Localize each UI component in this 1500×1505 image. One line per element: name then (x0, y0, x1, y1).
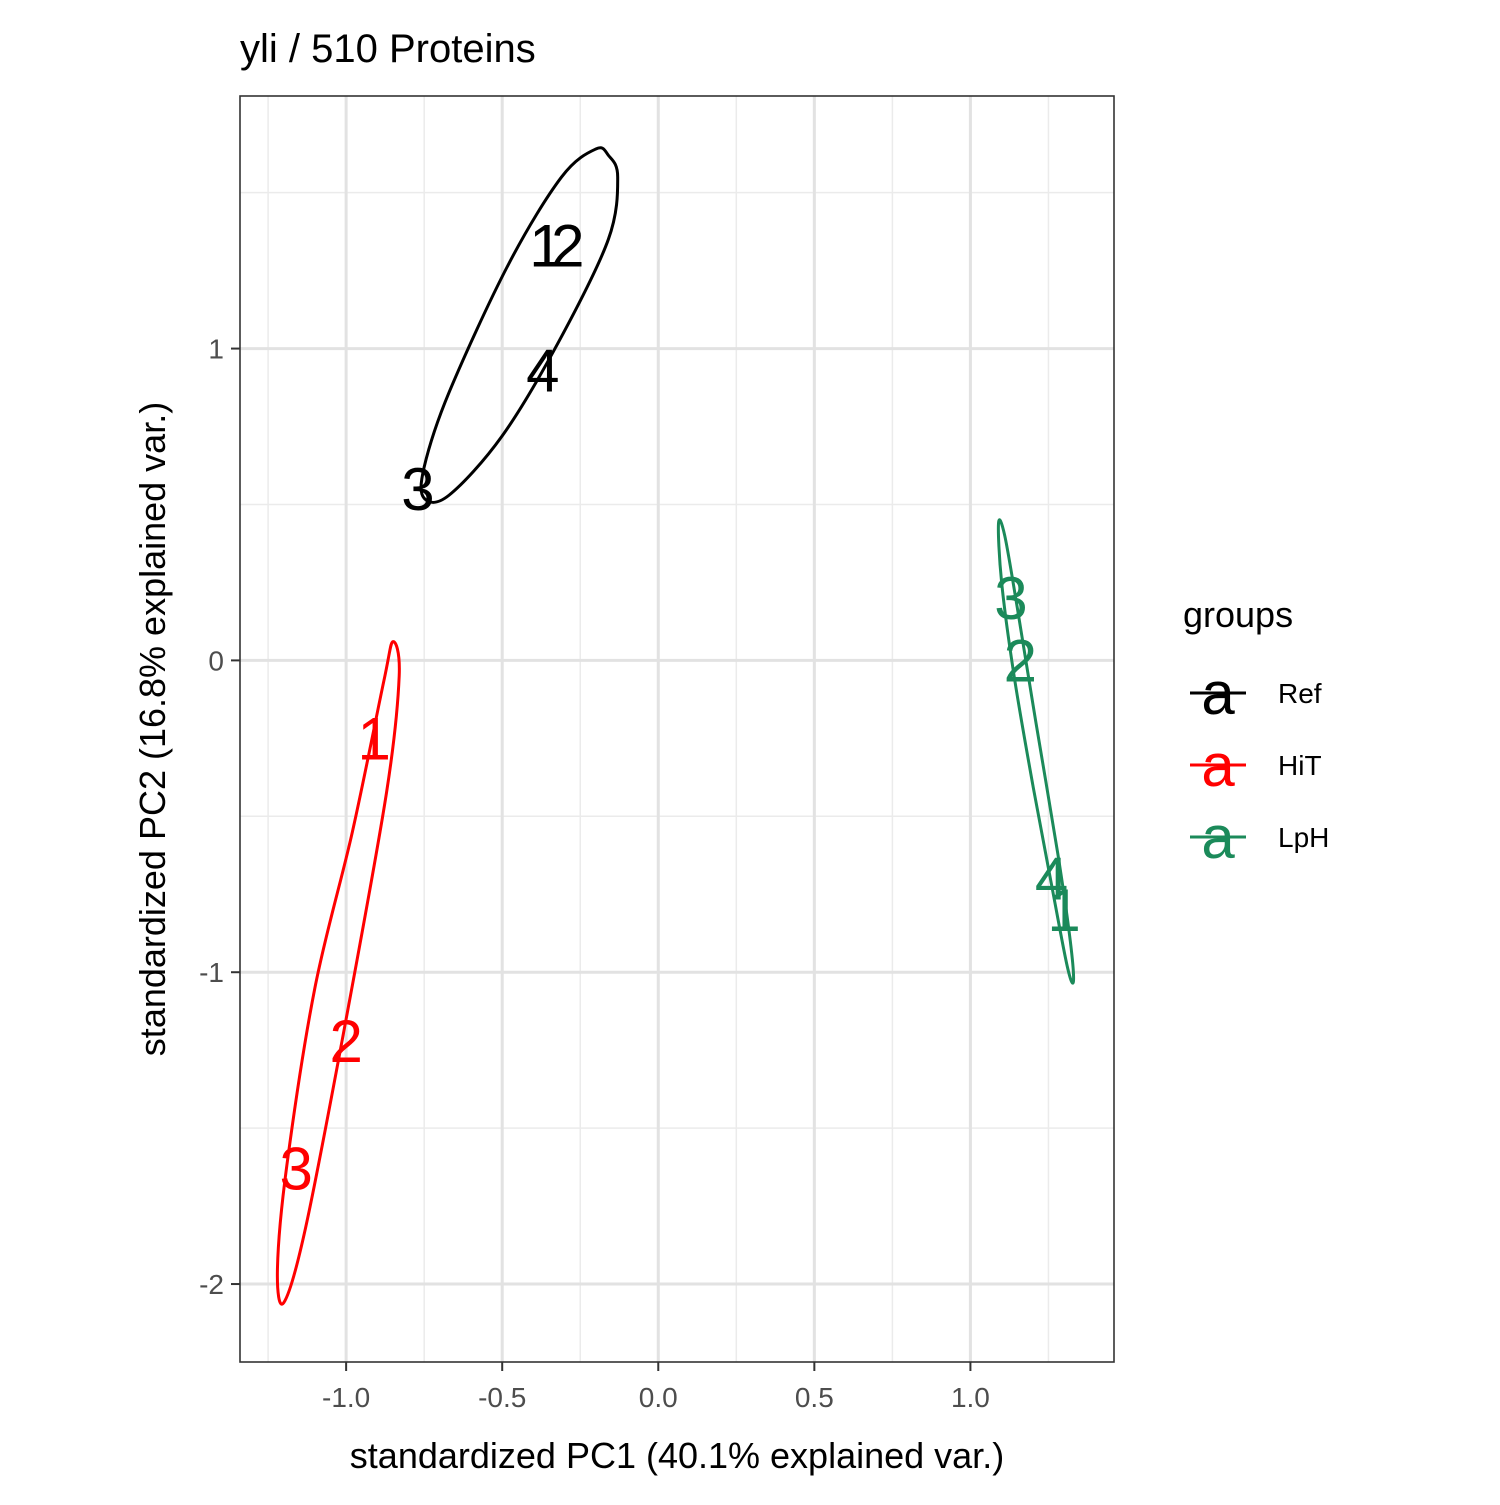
legend-label: HiT (1278, 750, 1322, 781)
x-axis-ticks: -1.0 -0.5 0.0 0.5 1.0 (322, 1362, 990, 1413)
ellipse-hit (275, 640, 401, 1306)
x-tick-label: -0.5 (478, 1382, 526, 1413)
x-axis-title: standardized PC1 (40.1% explained var.) (350, 1435, 1004, 1476)
ellipse-ref (419, 146, 620, 504)
legend-entry-hit: a HiT (1190, 732, 1322, 799)
point-label-ref-2: 2 (551, 213, 584, 280)
point-label-hit-2: 2 (329, 1008, 362, 1075)
legend-key-glyph: a (1201, 732, 1235, 799)
plot-panel-border (239, 95, 1115, 1363)
point-label-ref-1: 1 (529, 213, 562, 280)
legend: groups a Ref a HiT a LpH (1183, 594, 1329, 871)
y-tick-label: 0 (208, 645, 224, 676)
grid-lines (240, 96, 1114, 1362)
x-tick-label: 0.5 (795, 1382, 834, 1413)
point-label-ref-3: 3 (401, 456, 434, 523)
legend-key-glyph: a (1201, 804, 1235, 871)
legend-key-glyph: a (1201, 660, 1235, 727)
legend-label: Ref (1278, 678, 1322, 709)
y-tick-label: 1 (208, 334, 224, 365)
ellipses (275, 146, 1076, 1306)
point-label-lph-1: 1 (1047, 877, 1080, 944)
x-tick-label: -1.0 (322, 1382, 370, 1413)
chart-title: yli / 510 Proteins (240, 27, 536, 71)
legend-entries: a Ref a HiT a LpH (1190, 660, 1329, 871)
point-label-lph-4: 4 (1035, 846, 1068, 913)
legend-entry-lph: a LpH (1190, 804, 1329, 871)
legend-title: groups (1183, 594, 1293, 635)
point-label-lph-3: 3 (994, 565, 1027, 632)
point-label-lph-2: 2 (1004, 627, 1037, 694)
y-tick-label: -1 (199, 957, 224, 988)
x-tick-label: 0.0 (639, 1382, 678, 1413)
legend-label: LpH (1278, 822, 1329, 853)
point-label-hit-1: 1 (358, 705, 391, 772)
point-label-ref-4: 4 (526, 337, 559, 404)
plot-panel-background (240, 96, 1114, 1362)
y-tick-label: -2 (199, 1269, 224, 1300)
legend-entry-ref: a Ref (1190, 660, 1322, 727)
point-label-hit-3: 3 (279, 1136, 312, 1203)
y-axis-ticks: -2 -1 0 1 (199, 334, 240, 1300)
y-axis-title: standardized PC2 (16.8% explained var.) (132, 402, 173, 1056)
ellipse-lph (996, 518, 1076, 985)
x-tick-label: 1.0 (951, 1382, 990, 1413)
